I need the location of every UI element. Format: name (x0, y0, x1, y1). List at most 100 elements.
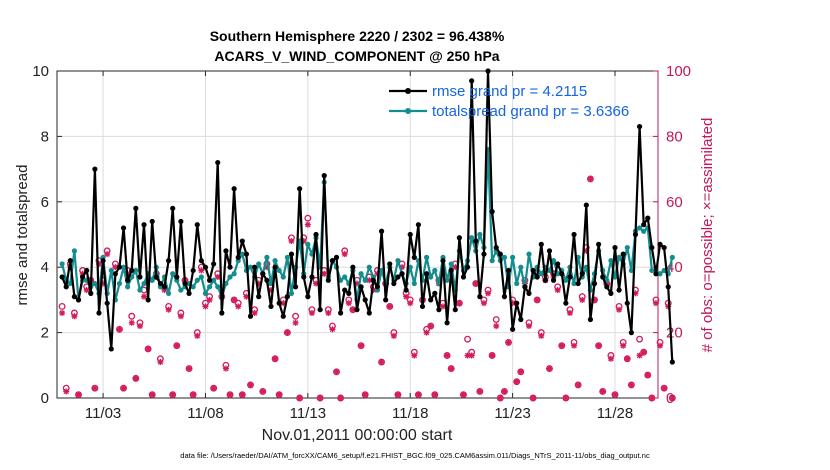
obs-assimilated-stroke (71, 313, 78, 319)
obs-assimilated-marker (128, 319, 135, 326)
obs-assimilated-marker (136, 323, 143, 330)
obs-assimilated-marker (460, 391, 467, 398)
obs-assimilated-stroke (477, 388, 483, 395)
totalspread-point (59, 261, 65, 267)
totalspread-point (190, 284, 196, 290)
obs-assimilated-marker (620, 342, 627, 349)
rmse-point (661, 244, 667, 251)
rmse-point (79, 274, 86, 280)
obs-assimilated-stroke (554, 287, 561, 293)
rmse-point (276, 300, 282, 306)
y-tick-label: 6 (41, 194, 49, 211)
obs-assimilated-marker (378, 359, 385, 366)
totalspread-point (280, 274, 286, 280)
rmse-point (338, 310, 344, 316)
obs-assimilated-marker (210, 385, 217, 392)
obs-assimilated-marker (284, 329, 291, 336)
obs-assimilated-marker (657, 342, 664, 349)
obs-assimilated-marker (116, 326, 123, 333)
rmse-point (464, 264, 471, 270)
obs-assimilated-stroke (215, 274, 221, 280)
obs-assimilated-stroke (157, 359, 164, 365)
obs-assimilated-marker (157, 359, 164, 366)
obs-assimilated-marker (394, 391, 401, 398)
obs-assimilated-marker (624, 355, 631, 362)
rmse-point (596, 241, 602, 247)
rmse-point (75, 297, 82, 303)
obs-assimilated-stroke (305, 221, 311, 228)
obs-assimilated-marker (112, 264, 119, 271)
rmse-point (96, 310, 102, 316)
obs-assimilated-stroke (137, 323, 143, 329)
obs-assimilated-stroke (505, 339, 512, 346)
rmse-point (145, 297, 151, 303)
totalspread-point (649, 267, 655, 274)
obs-assimilated-marker (534, 296, 541, 303)
obs-assimilated-stroke (456, 300, 463, 306)
obs-assimilated-stroke (579, 297, 585, 303)
rmse-point (247, 313, 254, 319)
rmse-point (665, 284, 671, 290)
obs-assimilated-stroke (346, 300, 352, 306)
x-tick-label: 11/13 (290, 405, 326, 422)
obs-assimilated-marker (648, 395, 655, 401)
rmse-point (59, 274, 65, 280)
rmse-point (317, 307, 323, 313)
obs-assimilated-stroke (501, 388, 508, 395)
chart-title-line1: Southern Hemisphere 2220 / 2302 = 96.438… (210, 28, 505, 44)
obs-assimilated-stroke (325, 310, 332, 316)
obs-assimilated-marker (480, 300, 487, 307)
obs-assimilated-stroke (485, 290, 491, 297)
rmse-point (555, 261, 561, 267)
obs-assimilated-stroke (534, 297, 540, 303)
obs-assimilated-stroke (149, 392, 155, 398)
rmse-point (92, 166, 98, 172)
rmse-point (137, 274, 143, 280)
obs-assimilated-stroke (473, 280, 479, 287)
rmse-point (272, 264, 278, 270)
obs-assimilated-marker (427, 323, 434, 330)
totalspread-point (366, 264, 372, 270)
obs-assimilated-marker (276, 391, 283, 398)
obs-assimilated-stroke (661, 385, 667, 391)
obs-assimilated-stroke (63, 388, 69, 395)
right-y-tick-label: 60 (666, 194, 683, 211)
right-y-tick-label: 100 (666, 63, 691, 80)
obs-assimilated-marker (288, 238, 295, 245)
totalspread-point (170, 271, 176, 277)
rmse-point (190, 267, 196, 274)
obs-assimilated-stroke (448, 365, 454, 372)
rmse-point (125, 277, 131, 283)
obs-assimilated-marker (587, 175, 594, 182)
rmse-point (297, 186, 303, 192)
rmse-point (636, 123, 643, 130)
obs-assimilated-stroke (116, 326, 123, 333)
totalspread-point (211, 277, 217, 283)
obs-assimilated-stroke (497, 395, 504, 401)
rmse-point (641, 222, 647, 228)
obs-assimilated-marker (566, 309, 573, 316)
obs-assimilated-stroke (288, 238, 295, 244)
obs-assimilated-marker (120, 385, 127, 392)
obs-assimilated-stroke (559, 342, 565, 349)
right-y-tick-label: 20 (666, 325, 683, 342)
obs-assimilated-stroke (92, 385, 98, 391)
rmse-point (571, 231, 577, 238)
obs-assimilated-stroke (518, 369, 524, 375)
obs-assimilated-marker (448, 365, 455, 372)
rmse-point (620, 251, 626, 257)
rmse-point (342, 287, 348, 293)
rmse-point (587, 316, 594, 323)
rmse-point (268, 303, 274, 310)
rmse-point (432, 290, 438, 296)
obs-assimilated-marker (169, 391, 176, 398)
obs-assimilated-stroke (538, 333, 544, 339)
rmse-point (264, 277, 270, 283)
totalspread-point (526, 251, 532, 257)
totalspread-point (550, 258, 557, 264)
obs-assimilated-stroke (464, 352, 471, 359)
rmse-point (460, 274, 467, 280)
rmse-point (497, 251, 503, 257)
obs-assimilated-stroke (309, 310, 315, 316)
obs-assimilated-stroke (169, 392, 176, 398)
